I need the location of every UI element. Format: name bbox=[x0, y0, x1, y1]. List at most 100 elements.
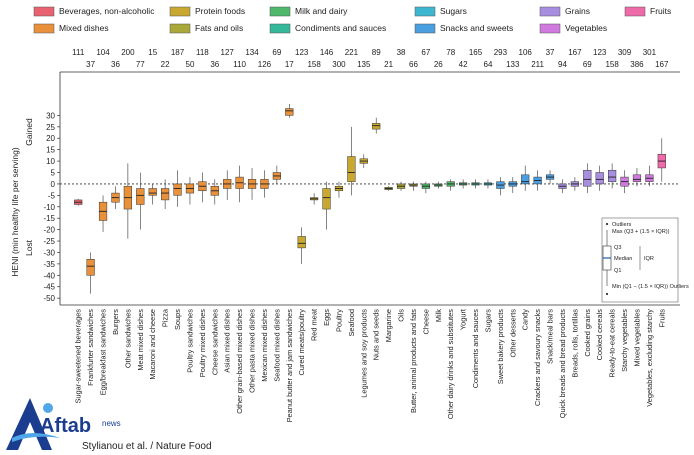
logo-swoosh bbox=[12, 433, 60, 442]
y-tick-label: -40 bbox=[43, 271, 55, 280]
sample-count: 211 bbox=[531, 60, 544, 69]
legend-label: Milk and dairy bbox=[295, 6, 348, 16]
box-iqr bbox=[161, 188, 170, 201]
category-label: Macaroni and cheese bbox=[148, 309, 157, 380]
category-label: Seafood bbox=[347, 309, 356, 337]
category-label: Crackers and savoury snacks bbox=[533, 309, 542, 406]
legend-swatch bbox=[269, 6, 291, 17]
y-tick-label: -20 bbox=[43, 226, 55, 235]
y-tick-label: -30 bbox=[43, 248, 55, 257]
sample-count: 111 bbox=[72, 48, 85, 57]
sample-count: 123 bbox=[295, 48, 309, 57]
category-label: Milk bbox=[434, 309, 443, 322]
legend-label: Snacks and sweets bbox=[440, 23, 513, 33]
sample-count: 386 bbox=[630, 60, 644, 69]
sample-count: 17 bbox=[285, 60, 294, 69]
box-iqr bbox=[595, 172, 604, 185]
box-iqr bbox=[521, 174, 530, 185]
sample-count: 118 bbox=[196, 48, 209, 57]
legend-swatch bbox=[169, 6, 191, 17]
y-tick-label: -45 bbox=[43, 283, 55, 292]
legend-swatch bbox=[624, 6, 646, 17]
sample-count: 21 bbox=[384, 60, 393, 69]
category-label: Ready-to-eat cereals bbox=[608, 309, 617, 378]
y-tick-label: -50 bbox=[43, 294, 55, 303]
box-iqr bbox=[136, 188, 145, 205]
sample-count: 104 bbox=[96, 48, 110, 57]
sample-count: 134 bbox=[245, 48, 259, 57]
sample-count: 301 bbox=[643, 48, 657, 57]
box-iqr bbox=[148, 188, 157, 196]
sample-count: 22 bbox=[161, 60, 170, 69]
category-label: Asian mixed dishes bbox=[223, 309, 232, 373]
category-label: Other grain-based mixed dishes bbox=[235, 309, 244, 414]
sample-count: 187 bbox=[171, 48, 185, 57]
sample-count: 26 bbox=[434, 60, 443, 69]
logo-sub: news bbox=[102, 419, 121, 428]
legend-swatch bbox=[539, 6, 561, 17]
category-labels: Sugar-sweetened beverages Frankfurter san… bbox=[74, 308, 667, 422]
image-credit: Stylianou et al. / Nature Food bbox=[82, 441, 212, 452]
category-label: Oils bbox=[397, 309, 406, 322]
category-label: Egg/breakfast sandwiches bbox=[99, 309, 108, 396]
y-gained-label: Gained bbox=[24, 118, 34, 146]
category-label: Starchy vegetables bbox=[620, 309, 629, 372]
category-label: Breads, rolls, tortillas bbox=[570, 309, 579, 378]
box-plots bbox=[74, 103, 666, 294]
category-label: Cooked cereals bbox=[595, 309, 604, 361]
key-outlier-bottom-dot bbox=[605, 292, 609, 296]
category-label: Peanut butter and jam sandwiches bbox=[285, 309, 294, 423]
category-label: Cheese bbox=[421, 309, 430, 334]
y-tick-label: 10 bbox=[46, 157, 55, 166]
sample-count: 146 bbox=[320, 48, 334, 57]
sample-count: 78 bbox=[446, 48, 455, 57]
legend-swatch bbox=[414, 6, 436, 17]
sample-count: 165 bbox=[469, 48, 483, 57]
category-label: Yogurt bbox=[459, 309, 468, 330]
category-label: Legumes and soy products bbox=[359, 309, 368, 398]
sample-count: 69 bbox=[583, 60, 592, 69]
sample-count: 127 bbox=[221, 48, 235, 57]
legend-label: Protein foods bbox=[195, 6, 245, 16]
key-q3: Q3 bbox=[614, 245, 621, 251]
category-label: Nuts and seeds bbox=[372, 309, 381, 361]
box-iqr bbox=[608, 169, 617, 182]
y-lost-label: Lost bbox=[24, 239, 34, 256]
sample-count: 94 bbox=[558, 60, 567, 69]
sample-count: 37 bbox=[86, 60, 95, 69]
sample-count: 158 bbox=[605, 60, 619, 69]
category-label: Mexican mixed dishes bbox=[260, 309, 269, 382]
logo-name: Aftab bbox=[40, 415, 91, 437]
sample-count: 133 bbox=[506, 60, 520, 69]
sample-count: 15 bbox=[148, 48, 157, 57]
sample-count: 110 bbox=[233, 60, 246, 69]
legend-label: Grains bbox=[565, 6, 590, 16]
category-label: Other desserts bbox=[508, 309, 517, 358]
y-tick-label: -25 bbox=[43, 237, 55, 246]
category-label: Burgers bbox=[111, 309, 120, 335]
sample-count: 293 bbox=[494, 48, 508, 57]
category-label: Quick breads and bread products bbox=[558, 309, 567, 419]
box-iqr bbox=[347, 156, 356, 182]
box-iqr bbox=[285, 108, 294, 116]
sample-count: 200 bbox=[121, 48, 135, 57]
legend-swatch bbox=[169, 23, 191, 34]
sample-count: 106 bbox=[519, 48, 533, 57]
y-tick-label: 15 bbox=[46, 146, 55, 155]
sample-count: 309 bbox=[618, 48, 632, 57]
y-tick-label: 30 bbox=[46, 111, 55, 120]
legend-label: Beverages, non-alcoholic bbox=[59, 6, 155, 16]
sample-count: 167 bbox=[568, 48, 582, 57]
category-label: Margarine bbox=[384, 309, 393, 342]
sample-count: 167 bbox=[655, 60, 669, 69]
key-outlier-top-dot bbox=[605, 222, 609, 226]
sample-count: 37 bbox=[546, 48, 555, 57]
y-ticks: -50-45-40-35-30-25-20-15-10-505101520253… bbox=[43, 111, 60, 303]
sample-count: 42 bbox=[459, 60, 468, 69]
aftab-news-logo: Aftab news bbox=[6, 398, 121, 450]
y-tick-label: -15 bbox=[43, 214, 55, 223]
y-tick-label: 25 bbox=[46, 123, 55, 132]
y-tick-label: -5 bbox=[48, 191, 56, 200]
sample-count: 77 bbox=[136, 60, 145, 69]
